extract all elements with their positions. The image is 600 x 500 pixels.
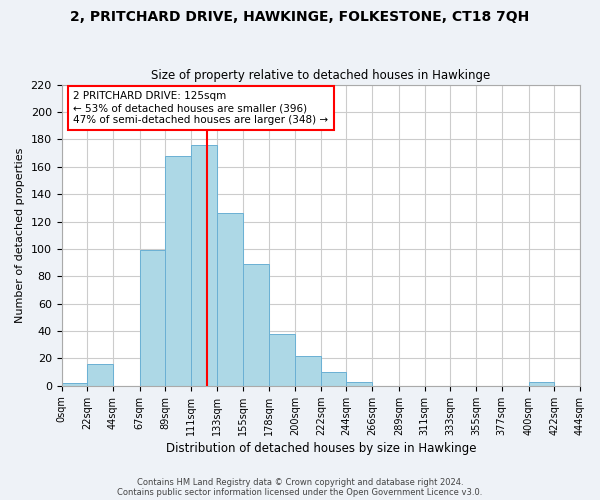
Bar <box>269 334 295 386</box>
Text: 2, PRITCHARD DRIVE, HAWKINGE, FOLKESTONE, CT18 7QH: 2, PRITCHARD DRIVE, HAWKINGE, FOLKESTONE… <box>70 10 530 24</box>
Bar <box>295 356 321 386</box>
Bar <box>217 214 242 386</box>
Bar <box>242 264 269 386</box>
Title: Size of property relative to detached houses in Hawkinge: Size of property relative to detached ho… <box>151 69 490 82</box>
X-axis label: Distribution of detached houses by size in Hawkinge: Distribution of detached houses by size … <box>166 442 476 455</box>
Bar <box>140 250 166 386</box>
Bar <box>166 156 191 386</box>
Text: Contains HM Land Registry data © Crown copyright and database right 2024.
Contai: Contains HM Land Registry data © Crown c… <box>118 478 482 497</box>
Bar <box>62 383 87 386</box>
Bar <box>346 382 372 386</box>
Bar <box>321 372 346 386</box>
Y-axis label: Number of detached properties: Number of detached properties <box>15 148 25 323</box>
Bar <box>529 382 554 386</box>
Bar <box>87 364 113 386</box>
Bar <box>191 145 217 386</box>
Text: 2 PRITCHARD DRIVE: 125sqm
← 53% of detached houses are smaller (396)
47% of semi: 2 PRITCHARD DRIVE: 125sqm ← 53% of detac… <box>73 92 328 124</box>
